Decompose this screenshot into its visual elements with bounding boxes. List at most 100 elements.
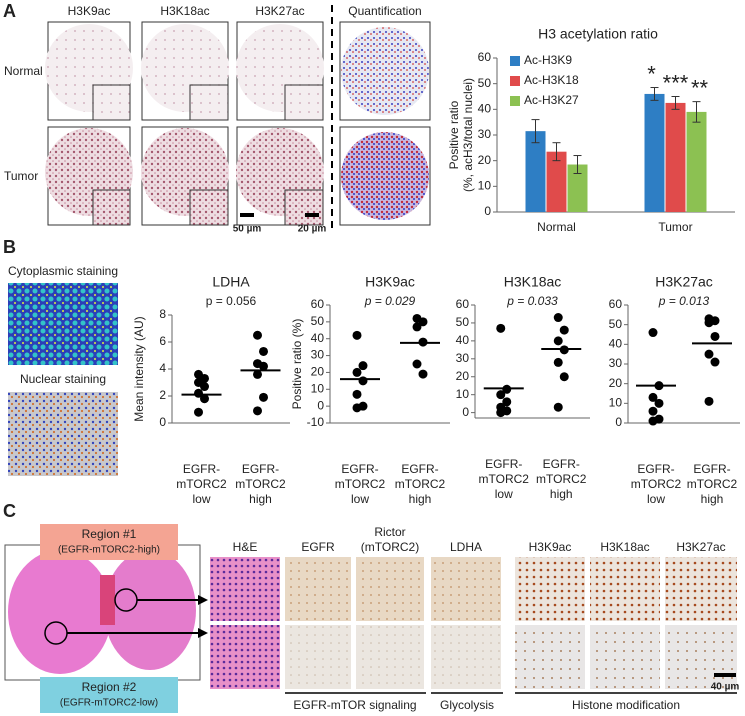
x-tick-label: mTORC2: [479, 472, 530, 486]
data-point: [559, 325, 569, 335]
x-tick-label: mTORC2: [235, 477, 286, 491]
x-tick-label: EGFR-: [183, 462, 220, 476]
column-label: EGFR: [301, 540, 335, 554]
bar: [525, 131, 546, 212]
x-tick-label: high: [550, 487, 573, 501]
y-axis-label: Mean intensity (AU): [132, 316, 146, 421]
y-tick-label: 20: [609, 376, 623, 390]
data-point: [648, 392, 658, 402]
y-tick-label: 6: [159, 334, 166, 348]
legend-swatch: [510, 76, 520, 86]
x-tick-label: EGFR-: [485, 457, 522, 471]
y-tick-label: 30: [456, 351, 470, 365]
y-tick-label: 60: [311, 297, 325, 311]
data-point: [704, 396, 714, 406]
y-axis-label: (%, acH3/total nuclei): [461, 78, 475, 192]
y-tick-label: 20: [478, 153, 492, 167]
chart-title: H3K18ac: [504, 274, 562, 290]
x-tick-label: EGFR-: [637, 462, 674, 476]
x-tick-label: high: [409, 492, 432, 506]
staining-image: [8, 283, 118, 365]
y-tick-label: 30: [609, 356, 623, 370]
y-tick-label: 0: [159, 415, 166, 429]
column-label: (mTORC2): [361, 540, 419, 554]
data-point: [496, 323, 506, 333]
x-tick-label: high: [701, 492, 724, 506]
data-point: [352, 389, 362, 399]
significance: ***: [663, 70, 689, 95]
y-tick-label: 0: [615, 415, 622, 429]
p-value: p = 0.013: [658, 294, 710, 308]
staining-image: [8, 392, 118, 476]
illustrations: [4, 5, 737, 713]
x-tick-label: low: [351, 492, 369, 506]
data-point: [412, 322, 422, 332]
y-tick-label: 30: [478, 127, 492, 141]
significance: **: [691, 75, 709, 100]
micrograph: [665, 557, 737, 621]
arrow-head: [198, 595, 208, 605]
x-tick-label: EGFR-: [401, 462, 438, 476]
x-tick-label: low: [192, 492, 210, 506]
x-tick-label: low: [647, 492, 665, 506]
brain-section: [100, 575, 115, 625]
data-point: [358, 376, 368, 386]
y-tick-label: 50: [478, 76, 492, 90]
data-point: [200, 394, 209, 404]
column-label: Quantification: [348, 4, 421, 18]
column-label: LDHA: [450, 540, 482, 554]
brain-section: [8, 550, 112, 674]
x-tick-label: mTORC2: [176, 477, 227, 491]
data-point: [710, 331, 720, 341]
data-point: [496, 408, 506, 418]
micrograph: [431, 557, 501, 621]
inset: [92, 189, 131, 226]
y-tick-label: -10: [307, 415, 325, 429]
data-point: [418, 369, 428, 379]
data-point: [352, 367, 362, 377]
legend-label: Ac-H3K27: [524, 93, 579, 107]
scale-label: 50 µm: [233, 224, 262, 235]
data-point: [553, 357, 563, 367]
micrograph: [515, 625, 585, 689]
y-tick-label: 10: [609, 396, 623, 410]
micrograph: [590, 557, 660, 621]
x-tick-label: mTORC2: [687, 477, 738, 491]
region-label: (EGFR-mTORC2-low): [60, 698, 158, 709]
data-point: [704, 318, 714, 328]
data-point: [553, 336, 563, 346]
y-tick-label: 10: [311, 381, 325, 395]
chart-title: H3 acetylation ratio: [538, 26, 658, 42]
y-tick-label: 30: [311, 348, 325, 362]
group-label: Glycolysis: [440, 698, 494, 712]
y-tick-label: 4: [159, 361, 166, 375]
row-label: Tumor: [4, 169, 38, 183]
micrograph: [356, 625, 424, 689]
bar: [686, 111, 707, 212]
legend-label: Ac-H3K18: [524, 73, 579, 87]
data-point: [553, 402, 563, 412]
data-point: [259, 392, 268, 402]
y-tick-label: 2: [159, 388, 166, 402]
y-tick-label: 10: [456, 387, 470, 401]
image-label: Cytoplasmic staining: [8, 264, 118, 278]
data-point: [352, 403, 362, 413]
region-label: Region #2: [82, 680, 137, 694]
p-value: p = 0.033: [506, 294, 558, 308]
column-label: H3K9ac: [68, 4, 111, 18]
y-tick-label: 0: [462, 405, 469, 419]
data-point: [200, 382, 209, 392]
inset: [92, 84, 131, 121]
group-label: EGFR-mTOR signaling: [293, 698, 416, 712]
inset: [189, 189, 229, 226]
micrograph: [515, 557, 585, 621]
x-tick-label: EGFR-: [341, 462, 378, 476]
x-tick-label: low: [495, 487, 513, 501]
y-tick-label: 50: [311, 314, 325, 328]
column-label: H3K9ac: [529, 540, 572, 554]
data-point: [194, 407, 203, 417]
bar: [567, 164, 588, 212]
data-point: [253, 406, 262, 416]
data-point: [418, 317, 428, 327]
data-point: [559, 372, 569, 382]
